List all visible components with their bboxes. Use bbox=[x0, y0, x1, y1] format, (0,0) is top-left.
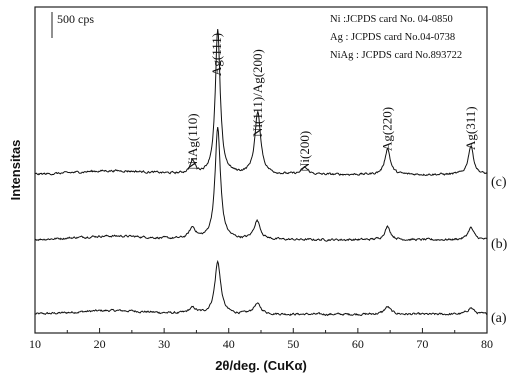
x-tick-label: 70 bbox=[416, 337, 428, 351]
x-tick-label: 30 bbox=[158, 337, 170, 351]
peak-label: Ni(200) bbox=[297, 131, 312, 172]
peak-label: Ni(111)/Ag(200) bbox=[250, 49, 265, 137]
series-b-line bbox=[34, 127, 488, 242]
x-tick-label: 50 bbox=[287, 337, 299, 351]
legend-entry-ni: Ni :JCPDS card No. 04-0850 bbox=[330, 14, 453, 25]
legend-entry-ag: Ag : JCPDS card No.04-0738 bbox=[330, 32, 455, 43]
peak-labels: NiAg(110) Ag(111) Ni(111)/Ag(200) Ni(200) Ag… bbox=[185, 33, 478, 172]
peak-label: Ag(220) bbox=[380, 107, 395, 151]
peak-label: NiAg(110) bbox=[185, 113, 200, 170]
x-tick-label: 80 bbox=[481, 337, 493, 351]
series-a-line bbox=[34, 259, 488, 317]
x-axis-title: 2θ/deg. (CuKα) bbox=[215, 358, 307, 373]
curve-label-b: (b) bbox=[491, 237, 508, 252]
x-tick-label: 60 bbox=[352, 337, 364, 351]
curve-label-c: (c) bbox=[491, 175, 507, 190]
x-tick-label: 20 bbox=[94, 337, 106, 351]
series-curves bbox=[34, 29, 488, 317]
peak-label: Ag(311) bbox=[463, 106, 478, 150]
scale-bar-label: 500 cps bbox=[57, 12, 94, 26]
x-tick-label: 40 bbox=[223, 337, 235, 351]
peak-label: Ag(111) bbox=[209, 33, 224, 76]
x-axis-ticks: 10 20 30 40 50 60 70 80 bbox=[29, 328, 493, 351]
x-tick-label: 10 bbox=[29, 337, 41, 351]
legend-entry-niag: NiAg : JCPDS card No.893722 bbox=[330, 50, 462, 61]
legend: Ni :JCPDS card No. 04-0850 Ag : JCPDS ca… bbox=[330, 14, 462, 61]
series-c-line bbox=[34, 29, 488, 177]
curve-label-a: (a) bbox=[491, 311, 507, 326]
y-axis-title: Intensitas bbox=[8, 140, 23, 201]
